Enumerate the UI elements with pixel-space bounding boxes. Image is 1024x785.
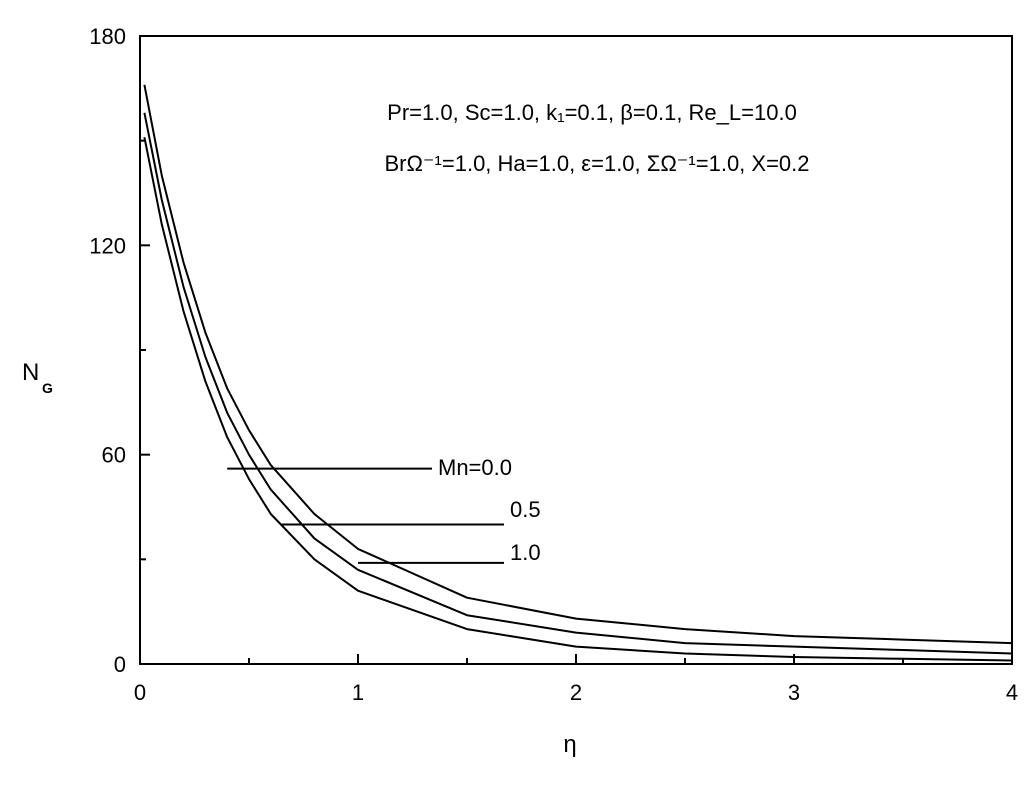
legend-label-mn-0: Mn=0.0 [438, 455, 512, 480]
y-axis-title-subscript: G [42, 380, 53, 396]
legend-label-mn-1-0: 1.0 [510, 540, 541, 565]
parameters-line-1: Pr=1.0, Sc=1.0, k₁=0.1, β=0.1, Re_L=10.0 [387, 100, 797, 125]
plot-frame [139, 35, 1013, 665]
x-tick-label: 0 [134, 680, 146, 705]
legend-leader-lines [227, 467, 504, 564]
legend-label-mn-0-5: 0.5 [510, 497, 541, 522]
y-tick-label: 60 [102, 443, 126, 468]
series-line-1 [143, 112, 1013, 655]
parameters-line-2: BrΩ⁻¹=1.0, Ha=1.0, ε=1.0, ΣΩ⁻¹=1.0, X=0.… [384, 151, 809, 176]
axis-ticks [139, 35, 1013, 665]
y-axis-title: N [22, 359, 39, 386]
x-axis-title: η [563, 731, 576, 758]
y-tick-label: 120 [89, 233, 126, 258]
x-tick-label: 2 [570, 680, 582, 705]
data-series [143, 84, 1013, 662]
x-tick-label: 1 [352, 680, 364, 705]
x-tick-label: 3 [788, 680, 800, 705]
series-line-2 [143, 137, 1013, 662]
x-tick-label: 4 [1006, 680, 1018, 705]
y-tick-label: 180 [89, 24, 126, 49]
series-line-0 [143, 84, 1013, 645]
y-tick-label: 0 [114, 652, 126, 677]
tick-labels: 0 1 2 3 4 0 60 120 180 [89, 24, 1018, 705]
